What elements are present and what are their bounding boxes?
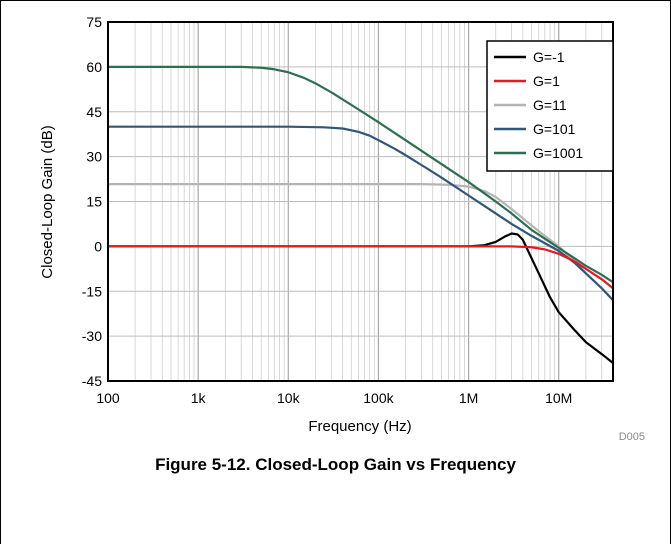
top-border: [0, 0, 671, 1]
y-tick-label: 30: [86, 149, 102, 165]
x-tick-label: 1M: [459, 390, 478, 406]
legend-label-g-101: G=101: [533, 121, 576, 137]
y-tick-label: 0: [94, 238, 102, 254]
plot-border: [107, 21, 614, 382]
x-tick-labels: 100 1k 10k 100k 1M 10M: [96, 390, 572, 406]
figure-caption: Figure 5-12. Closed-Loop Gain vs Frequen…: [155, 455, 516, 474]
series-line-g-1: [108, 245, 613, 290]
y-axis-label: Closed-Loop Gain (dB): [39, 125, 56, 278]
y-tick-label: 15: [86, 194, 102, 210]
y-tick-label: 60: [86, 59, 102, 75]
figure-code: D005: [619, 431, 645, 443]
series-line-g-1: [108, 232, 613, 364]
y-tick-labels: 75 60 45 30 15 0 -15 -30 -45: [82, 14, 102, 389]
x-tick-label: 1k: [191, 390, 207, 406]
legend-label-g-1001: G=1001: [533, 145, 583, 161]
series-layer: [108, 65, 613, 364]
x-axis-label: Frequency (Hz): [308, 418, 411, 435]
y-tick-label: 75: [86, 14, 102, 30]
left-border: [0, 0, 1, 544]
y-tick-label: -15: [82, 283, 102, 299]
legend-label-g-11: G=11: [533, 97, 567, 113]
x-tick-label: 10k: [277, 390, 301, 406]
grid: [108, 22, 613, 381]
legend-label-g-1: G=1: [533, 73, 560, 89]
series-line-g-1001: [108, 65, 613, 284]
y-tick-label: 45: [86, 104, 102, 120]
y-tick-label: -45: [82, 373, 102, 389]
legend: G=-1 G=1 G=11 G=101 G=1001: [486, 40, 614, 172]
x-tick-label: 100k: [363, 390, 394, 406]
x-tick-label: 10M: [545, 390, 572, 406]
y-tick-label: -30: [82, 328, 102, 344]
legend-label-g-1: G=-1: [533, 49, 565, 65]
x-tick-label: 100: [96, 390, 120, 406]
